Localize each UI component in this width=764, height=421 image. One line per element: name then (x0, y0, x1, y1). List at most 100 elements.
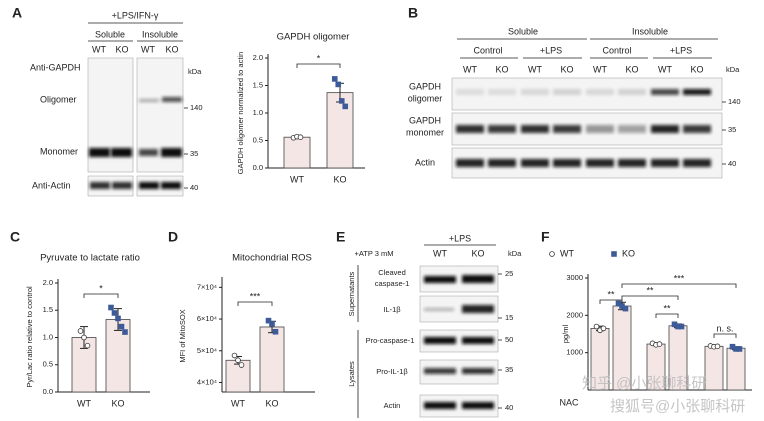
lane: WT (528, 64, 542, 74)
marker: 40 (190, 183, 198, 192)
data-point (235, 357, 241, 364)
marker: 15 (505, 313, 513, 322)
band (586, 125, 614, 133)
row-label: IL-1β (383, 305, 401, 314)
x-tick-label: WT (290, 174, 304, 184)
x-axis-label: NAC (559, 397, 579, 407)
band (90, 182, 110, 189)
y-axis-label: MFI of MitoSOX (178, 309, 187, 362)
data-point (118, 323, 125, 330)
lane: WT (593, 64, 607, 74)
data-point (714, 343, 721, 350)
band (553, 89, 581, 95)
y-tick-label: 2000 (566, 310, 583, 319)
band (651, 89, 679, 95)
significance-bracket (621, 295, 679, 300)
lane: WT (463, 64, 477, 74)
stimulus: +ATP 3 mM (354, 249, 393, 258)
unit: kDa (188, 67, 202, 76)
data-point (115, 315, 121, 322)
data-point (656, 341, 663, 347)
x-tick-label: WT (77, 398, 91, 408)
data-point (593, 323, 600, 330)
significance-label: ** (607, 289, 615, 299)
marker: 35 (728, 125, 736, 134)
band (456, 89, 484, 95)
condition: Control (602, 45, 631, 55)
blot-image (419, 394, 499, 418)
band (651, 159, 679, 167)
row-label: Pro-IL-1β (376, 367, 408, 376)
y-tick-label: 5×10⁴ (197, 346, 217, 355)
row-label: caspase-1 (375, 279, 410, 288)
band (488, 125, 516, 133)
blot-e: +LPS +ATP 3 mM WT KO kDa Supernatants Ly… (347, 233, 522, 418)
y-tick-label: 0.0 (43, 387, 53, 396)
row-label: Cleaved (378, 268, 406, 277)
marker: 40 (728, 159, 736, 168)
data-point (331, 76, 338, 82)
marker: 35 (505, 365, 513, 374)
legend-label: WT (560, 248, 574, 258)
chart-title: Pyruvate to lactate ratio (40, 253, 140, 264)
band (111, 148, 132, 157)
condition: Control (473, 45, 502, 55)
band (553, 125, 581, 133)
row-label: Oligomer (40, 94, 77, 104)
data-point (736, 346, 743, 352)
band (456, 159, 484, 167)
band (586, 159, 614, 167)
blot-image (87, 175, 134, 197)
fraction: Insoluble (142, 29, 178, 39)
band (456, 125, 484, 133)
bar (704, 345, 724, 391)
row-label: Monomer (40, 146, 78, 156)
bar (283, 136, 311, 169)
significance-label: * (99, 283, 103, 293)
unit: kDa (508, 249, 522, 258)
data-point (335, 81, 342, 88)
y-tick-label: 2.0 (43, 278, 53, 287)
marker: 40 (505, 403, 513, 412)
lane: KO (115, 44, 128, 54)
significance-bracket (237, 301, 273, 306)
band (139, 149, 158, 156)
band (521, 159, 549, 167)
data-point (231, 352, 238, 359)
x-tick-label: KO (265, 398, 278, 408)
y-tick-label: 0.5 (253, 135, 263, 144)
row-label: oligomer (408, 93, 443, 103)
band (112, 182, 132, 189)
band (618, 159, 646, 167)
band (553, 159, 581, 167)
y-axis-label: Pyr/Lac ratio relative to control (25, 286, 34, 388)
band (89, 148, 110, 157)
marker: 25 (505, 269, 513, 278)
band (424, 308, 454, 311)
band (488, 89, 516, 95)
lane: WT (92, 44, 106, 54)
fraction: Soluble (95, 29, 125, 39)
lane: WT (141, 44, 155, 54)
band (521, 125, 549, 133)
data-point (269, 321, 275, 327)
lane: KO (560, 64, 573, 74)
data-point (84, 342, 91, 349)
band (161, 148, 182, 157)
band (586, 89, 614, 95)
data-point (338, 98, 345, 104)
band (618, 89, 646, 95)
significance-label: *** (250, 291, 261, 301)
row-label: Anti-Actin (32, 180, 71, 190)
lane: WT (433, 248, 447, 258)
significance-bracket (83, 293, 119, 298)
data-point (272, 328, 279, 335)
significance-label: *** (674, 273, 685, 283)
lane: WT (658, 64, 672, 74)
band (139, 182, 159, 189)
y-tick-label: 3000 (566, 273, 583, 282)
row-label: GAPDH (409, 115, 441, 125)
fraction: Lysates (347, 361, 356, 387)
condition: +LPS (540, 45, 562, 55)
data-point (122, 329, 128, 335)
